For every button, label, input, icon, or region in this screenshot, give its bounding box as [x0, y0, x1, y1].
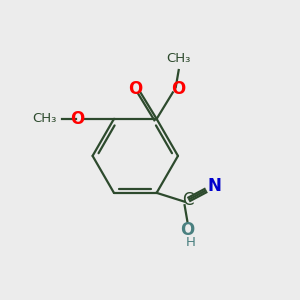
Text: C: C: [182, 191, 194, 209]
Text: O: O: [171, 80, 185, 98]
Text: CH₃: CH₃: [167, 52, 191, 65]
Text: CH₃: CH₃: [32, 112, 56, 125]
Text: O: O: [128, 80, 142, 98]
Text: H: H: [185, 236, 195, 248]
Text: O: O: [180, 221, 195, 239]
Text: O: O: [70, 110, 84, 128]
Text: N: N: [208, 176, 222, 194]
